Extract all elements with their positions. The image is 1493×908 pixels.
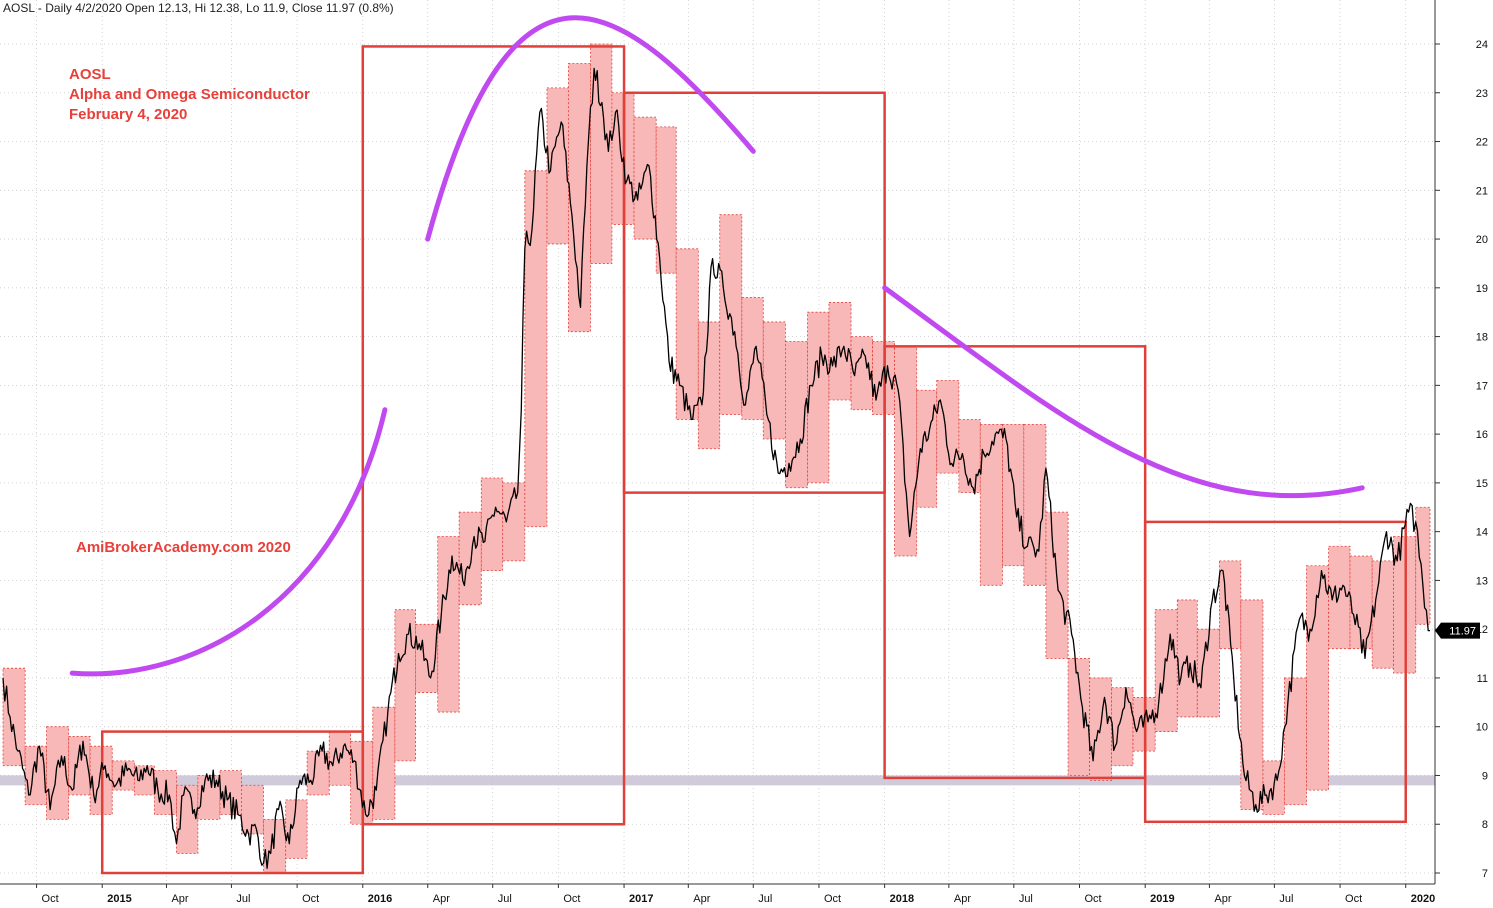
range-bar-18 bbox=[394, 609, 417, 762]
x-tick-label-19: Jul bbox=[1279, 893, 1293, 905]
range-bar-47 bbox=[1023, 423, 1047, 586]
trend-arc-1 bbox=[425, 15, 756, 242]
range-bar-27 bbox=[590, 43, 613, 264]
range-bar-26 bbox=[567, 63, 591, 333]
x-tick-label-3: Jul bbox=[236, 893, 250, 905]
y-tick-label-24: 24 bbox=[1476, 39, 1488, 51]
x-tick-label-9: 2017 bbox=[629, 893, 653, 905]
y-tick-label-10: 10 bbox=[1476, 722, 1488, 734]
range-bar-6 bbox=[133, 765, 155, 796]
x-tick-label-1: 2015 bbox=[107, 893, 131, 905]
x-tick-label-13: 2018 bbox=[890, 893, 914, 905]
range-bar-46 bbox=[1001, 423, 1025, 567]
x-tick-label-16: Oct bbox=[1084, 893, 1101, 905]
range-bar-25 bbox=[546, 87, 569, 245]
range-bar-37 bbox=[807, 311, 830, 484]
y-tick-label-18: 18 bbox=[1476, 332, 1488, 344]
x-tick-label-21: 2020 bbox=[1411, 893, 1435, 905]
price-line-layer bbox=[2, 67, 1430, 869]
range-bar-53 bbox=[1154, 609, 1178, 732]
yearly-boxes bbox=[100, 45, 1407, 875]
range-bar-24 bbox=[524, 170, 548, 528]
support-level-band bbox=[0, 775, 1435, 786]
range-bar-0 bbox=[2, 667, 26, 767]
range-bar-11 bbox=[241, 784, 264, 835]
range-bar-8 bbox=[176, 784, 199, 854]
range-bar-29 bbox=[633, 116, 657, 240]
chart-header: AOSL - Daily 4/2/2020 Open 12.13, Hi 12.… bbox=[3, 1, 394, 15]
x-tick-label-7: Jul bbox=[498, 893, 512, 905]
range-bar-42 bbox=[916, 389, 938, 508]
year-box-2 bbox=[622, 91, 886, 494]
range-bar-19 bbox=[415, 623, 439, 693]
x-tick-label-2: Apr bbox=[171, 893, 188, 905]
trend-arc-0 bbox=[69, 407, 388, 677]
x-tick-label-18: Apr bbox=[1214, 893, 1231, 905]
y-tick-label-21: 21 bbox=[1476, 185, 1488, 197]
y-tick-label-23: 23 bbox=[1476, 88, 1488, 100]
range-bar-30 bbox=[655, 126, 677, 274]
y-tick-label-16: 16 bbox=[1476, 429, 1488, 441]
x-tick-label-15: Jul bbox=[1019, 893, 1033, 905]
range-bar-51 bbox=[1111, 687, 1134, 767]
range-bar-21 bbox=[458, 511, 482, 606]
trend-arcs bbox=[69, 15, 1365, 677]
y-tick-label-19: 19 bbox=[1476, 283, 1488, 295]
y-tick-label-20: 20 bbox=[1476, 234, 1488, 246]
last-value-badge bbox=[1435, 622, 1480, 639]
y-tick-label-8: 8 bbox=[1482, 819, 1488, 831]
y-tick-label-22: 22 bbox=[1476, 137, 1488, 149]
y-tick-label-14: 14 bbox=[1476, 527, 1488, 539]
x-tick-label-4: Oct bbox=[302, 893, 319, 905]
y-tick-label-15: 15 bbox=[1476, 478, 1488, 490]
range-bar-60 bbox=[1306, 565, 1330, 791]
range-bar-55 bbox=[1196, 628, 1220, 718]
range-bar-43 bbox=[936, 380, 960, 474]
x-tick-label-14: Apr bbox=[954, 893, 971, 905]
range-bar-22 bbox=[480, 477, 504, 572]
year-box-4 bbox=[1143, 520, 1407, 824]
range-bar-13 bbox=[285, 799, 308, 859]
range-bar-17 bbox=[372, 706, 396, 820]
support-line-layer bbox=[0, 775, 1435, 786]
watermark-text: AmiBrokerAcademy.com 2020 bbox=[76, 539, 291, 556]
range-bar-49 bbox=[1067, 658, 1090, 776]
x-tick-label-5: 2016 bbox=[368, 893, 392, 905]
monthly-range-bars bbox=[2, 43, 1431, 874]
range-bar-31 bbox=[675, 248, 699, 420]
range-bar-41 bbox=[894, 345, 918, 557]
range-bar-45 bbox=[979, 423, 1003, 586]
x-tick-label-8: Oct bbox=[563, 893, 580, 905]
annotation-date: February 4, 2020 bbox=[69, 106, 188, 123]
range-bar-20 bbox=[437, 536, 460, 713]
range-bar-57 bbox=[1240, 599, 1264, 811]
x-tick-label-6: Apr bbox=[433, 893, 450, 905]
x-tick-label-20: Oct bbox=[1345, 893, 1362, 905]
annotation-symbol: AOSL bbox=[69, 66, 111, 83]
price-line bbox=[2, 67, 1430, 869]
y-tick-label-11: 11 bbox=[1477, 673, 1488, 685]
x-tick-label-11: Jul bbox=[758, 893, 772, 905]
x-tick-label-10: Apr bbox=[693, 893, 710, 905]
x-tick-label-0: Oct bbox=[42, 893, 59, 905]
range-bar-36 bbox=[784, 341, 808, 489]
y-tick-label-7: 7 bbox=[1482, 868, 1488, 880]
range-bar-35 bbox=[762, 321, 786, 440]
annotation-company: Alpha and Omega Semiconductor bbox=[69, 86, 310, 103]
range-bar-65 bbox=[1415, 506, 1431, 625]
y-tick-label-9: 9 bbox=[1482, 770, 1488, 782]
y-tick-label-17: 17 bbox=[1476, 380, 1488, 392]
x-tick-label-17: 2019 bbox=[1150, 893, 1174, 905]
range-bar-32 bbox=[697, 321, 721, 450]
last-value-label: 11.97 bbox=[1449, 626, 1476, 638]
range-bar-34 bbox=[741, 297, 764, 420]
y-tick-label-13: 13 bbox=[1476, 575, 1488, 587]
range-bar-63 bbox=[1371, 560, 1394, 669]
x-tick-label-12: Oct bbox=[824, 893, 841, 905]
trend-arc-2 bbox=[882, 285, 1365, 499]
